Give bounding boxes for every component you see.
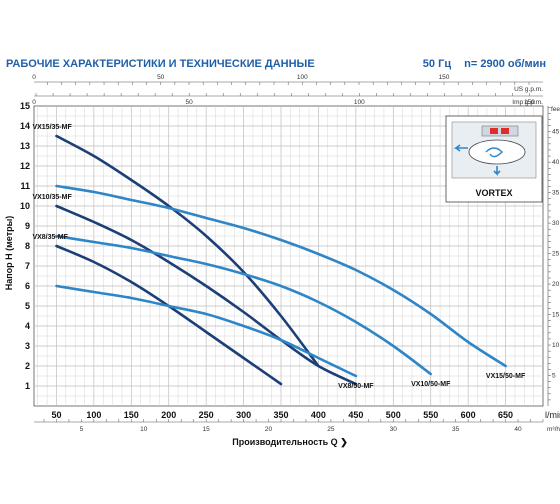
imp-gpm-tick-label: 150 — [524, 99, 535, 106]
series-label: VX8/50-MF — [338, 383, 374, 390]
imp-gpm-tick-label: 50 — [186, 99, 194, 106]
m3h-tick-label: 40 — [514, 426, 522, 433]
x-tick-label: 200 — [161, 410, 176, 420]
page-title: РАБОЧИЕ ХАРАКТЕРИСТИКИ И ТЕХНИЧЕСКИЕ ДАН… — [6, 58, 315, 70]
y-tick-label: 14 — [20, 121, 30, 131]
imp-gpm-unit-label: Imp g.p.m. — [512, 99, 543, 106]
x-tick-label: 50 — [51, 410, 61, 420]
x-unit-label: l/min — [545, 410, 560, 420]
vortex-inset: VORTEX — [445, 115, 543, 203]
y-tick-label: 1 — [25, 381, 30, 391]
x-tick-label: 100 — [86, 410, 101, 420]
feet-tick-label: 10 — [552, 342, 560, 349]
us-gpm-unit-label: US g.p.m. — [514, 86, 543, 93]
y-tick-label: 11 — [20, 181, 30, 191]
speed-label: n= 2900 об/мин — [464, 58, 546, 70]
y-tick-label: 12 — [20, 161, 30, 171]
x-tick-label: 450 — [348, 410, 363, 420]
series-line-VX10/50-MF — [55, 234, 432, 376]
series-line-VX10/35-MF — [55, 204, 358, 386]
y-axis-label: Напор H (метры) — [4, 216, 14, 291]
us-gpm-tick-label: 150 — [439, 74, 450, 81]
imp-gpm-tick-label: 100 — [354, 99, 365, 106]
series-label: VX10/35-MF — [32, 194, 72, 201]
series-line-VX15/35-MF — [55, 134, 320, 368]
y-tick-label: 8 — [25, 241, 30, 251]
x-tick-label: 350 — [273, 410, 288, 420]
m3h-tick-label: 35 — [452, 426, 460, 433]
x-axis-label: Производительность Q ❯ — [232, 437, 347, 448]
series-label: VX15/35-MF — [32, 124, 72, 131]
x-tick-label: 500 — [386, 410, 401, 420]
x-tick-label: 400 — [311, 410, 326, 420]
feet-tick-label: 20 — [552, 281, 560, 288]
m3h-tick-label: 10 — [140, 426, 148, 433]
feet-tick-label: 15 — [552, 312, 560, 319]
feet-unit-label: feet — [551, 106, 560, 113]
y-tick-label: 5 — [25, 301, 30, 311]
feet-tick-label: 30 — [552, 220, 560, 227]
series-label: VX10/50-MF — [411, 381, 451, 388]
feet-tick-label: 25 — [552, 251, 560, 258]
y-tick-label: 3 — [25, 341, 30, 351]
us-gpm-tick-label: 0 — [32, 74, 36, 81]
y-tick-label: 4 — [25, 321, 30, 331]
y-tick-label: 9 — [25, 221, 30, 231]
vortex-label: VORTEX — [475, 188, 512, 198]
m3h-tick-label: 20 — [265, 426, 273, 433]
feet-tick-label: 40 — [552, 159, 560, 166]
series-label: VX8/35-MF — [32, 234, 68, 241]
x-tick-label: 250 — [199, 410, 214, 420]
y-tick-label: 6 — [25, 281, 30, 291]
y-tick-label: 2 — [25, 361, 30, 371]
x-tick-label: 150 — [124, 410, 139, 420]
us-gpm-tick-label: 50 — [157, 74, 165, 81]
m3h-tick-label: 30 — [390, 426, 398, 433]
frequency-label: 50 Гц — [422, 58, 452, 70]
feet-tick-label: 35 — [552, 190, 560, 197]
curves — [55, 134, 507, 386]
x-tick-label: 650 — [498, 410, 513, 420]
m3h-tick-label: 15 — [203, 426, 211, 433]
curve-labels: VX15/35-MF VX15/50-MF VX10/35-MF VX10/50-MF… — [32, 124, 525, 390]
series-line-VX8/50-MF — [55, 284, 358, 378]
us-gpm-tick-label: 100 — [297, 74, 308, 81]
x-tick-label: 550 — [423, 410, 438, 420]
y-tick-label: 10 — [20, 201, 30, 211]
x-tick-label: 300 — [236, 410, 251, 420]
series-label: VX15/50-MF — [486, 373, 526, 380]
m3h-tick-label: 5 — [80, 426, 84, 433]
m3h-tick-label: 25 — [327, 426, 335, 433]
imp-gpm-tick-label: 0 — [32, 99, 36, 106]
series-line-VX15/50-MF — [55, 184, 507, 368]
y-tick-label: 15 — [20, 101, 30, 111]
x-tick-label: 600 — [461, 410, 476, 420]
m3h-unit-label: m³/h — [547, 426, 560, 433]
y-tick-label: 13 — [20, 141, 30, 151]
frequency-speed: 50 Гц n= 2900 об/мин — [413, 58, 546, 70]
feet-tick-label: 45 — [552, 129, 560, 136]
feet-tick-label: 5 — [552, 373, 556, 380]
y-tick-label: 7 — [25, 261, 30, 271]
